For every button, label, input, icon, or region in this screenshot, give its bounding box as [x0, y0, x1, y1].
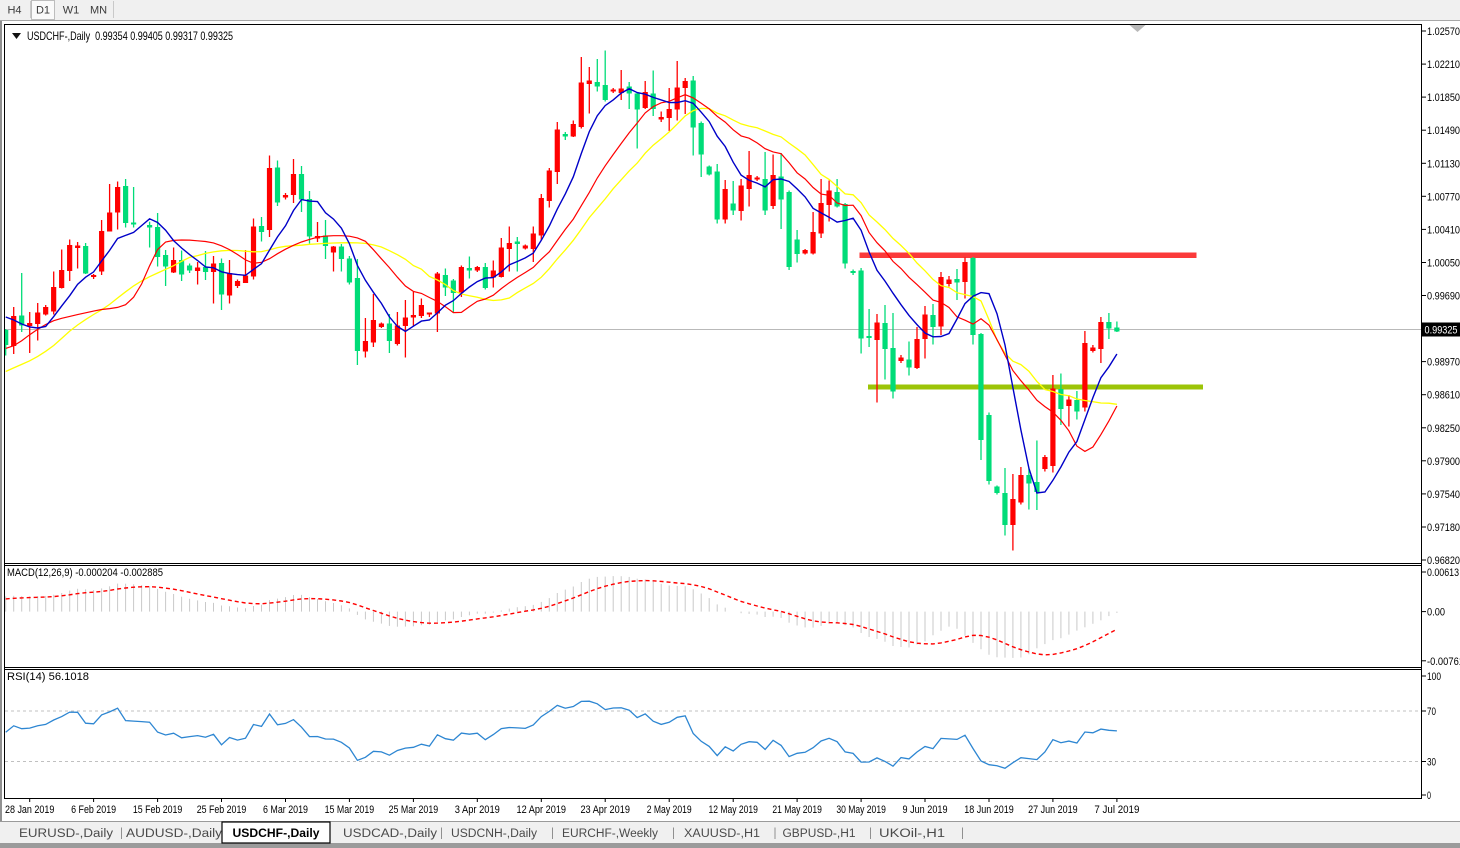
- svg-text:|: |: [869, 828, 872, 840]
- svg-text:1.00050: 1.00050: [1427, 258, 1460, 270]
- svg-text:7 Jul 2019: 7 Jul 2019: [1094, 804, 1139, 816]
- svg-text:30: 30: [1427, 757, 1436, 769]
- svg-text:27 Jun 2019: 27 Jun 2019: [1028, 804, 1078, 816]
- svg-text:2 May 2019: 2 May 2019: [647, 804, 692, 816]
- svg-text:0.97180: 0.97180: [1427, 522, 1460, 534]
- svg-text:USDCHF-,Daily: USDCHF-,Daily: [233, 828, 321, 840]
- svg-text:30 May 2019: 30 May 2019: [836, 804, 886, 816]
- svg-text:EURUSD-,Daily: EURUSD-,Daily: [19, 828, 113, 840]
- svg-text:0.98610: 0.98610: [1427, 390, 1460, 402]
- svg-text:|: |: [774, 828, 777, 840]
- svg-text:6 Feb 2019: 6 Feb 2019: [71, 804, 116, 816]
- svg-text:0.96820: 0.96820: [1427, 555, 1460, 567]
- svg-text:0.98970: 0.98970: [1427, 357, 1460, 369]
- svg-text:23 Apr 2019: 23 Apr 2019: [580, 804, 630, 816]
- svg-text:|: |: [120, 828, 123, 840]
- svg-text:0.99690: 0.99690: [1427, 291, 1460, 303]
- svg-text:W1: W1: [63, 5, 80, 17]
- svg-text:1.01850: 1.01850: [1427, 92, 1460, 104]
- svg-text:1.02210: 1.02210: [1427, 59, 1460, 71]
- svg-text:100: 100: [1427, 671, 1441, 683]
- svg-text:12 May 2019: 12 May 2019: [708, 804, 758, 816]
- svg-text:0.97900: 0.97900: [1427, 456, 1460, 468]
- svg-text:1.00770: 1.00770: [1427, 191, 1460, 203]
- svg-text:EURCHF-,Weekly: EURCHF-,Weekly: [562, 828, 658, 840]
- svg-text:XAUUSD-,H1: XAUUSD-,H1: [684, 828, 760, 840]
- svg-text:9 Jun 2019: 9 Jun 2019: [903, 804, 948, 816]
- svg-text:0.98250: 0.98250: [1427, 423, 1460, 435]
- svg-text:AUDUSD-,Daily: AUDUSD-,Daily: [126, 828, 222, 840]
- svg-text:|: |: [672, 828, 675, 840]
- svg-text:RSI(14) 56.1018: RSI(14) 56.1018: [7, 671, 89, 683]
- svg-text:15 Mar 2019: 15 Mar 2019: [325, 804, 375, 816]
- svg-text:1.01130: 1.01130: [1427, 158, 1460, 170]
- svg-text:|: |: [961, 828, 964, 840]
- svg-text:0.00: 0.00: [1427, 607, 1445, 619]
- svg-text:18 Jun 2019: 18 Jun 2019: [964, 804, 1014, 816]
- svg-text:D1: D1: [36, 5, 50, 17]
- svg-text:USDCAD-,Daily: USDCAD-,Daily: [343, 828, 437, 840]
- svg-text:|: |: [440, 828, 443, 840]
- svg-text:70: 70: [1427, 706, 1436, 718]
- svg-text:15 Feb 2019: 15 Feb 2019: [133, 804, 183, 816]
- svg-text:1.02570: 1.02570: [1427, 26, 1460, 38]
- svg-text:6 Mar 2019: 6 Mar 2019: [263, 804, 308, 816]
- svg-text:1.00410: 1.00410: [1427, 224, 1460, 236]
- svg-text:H4: H4: [7, 5, 21, 17]
- svg-text:GBPUSD-,H1: GBPUSD-,H1: [783, 828, 856, 840]
- svg-text:USDCHF-,Daily 0.99354 0.99405: USDCHF-,Daily 0.99354 0.99405 0.99317 0.…: [27, 29, 233, 43]
- svg-text:21 May 2019: 21 May 2019: [772, 804, 822, 816]
- svg-text:25 Feb 2019: 25 Feb 2019: [197, 804, 247, 816]
- svg-text:25 Mar 2019: 25 Mar 2019: [389, 804, 439, 816]
- svg-text:0.99325: 0.99325: [1425, 325, 1458, 337]
- svg-text:3 Apr 2019: 3 Apr 2019: [455, 804, 500, 816]
- svg-text:12 Apr 2019: 12 Apr 2019: [517, 804, 567, 816]
- svg-text:0: 0: [1427, 790, 1431, 802]
- svg-text:USDCNH-,Daily: USDCNH-,Daily: [451, 828, 537, 840]
- svg-text:MACD(12,26,9) -0.000204 -0.002: MACD(12,26,9) -0.000204 -0.002885: [7, 567, 163, 579]
- svg-text:|: |: [551, 828, 554, 840]
- svg-text:0.00613: 0.00613: [1427, 567, 1459, 579]
- svg-text:UKOil-,H1: UKOil-,H1: [879, 828, 945, 840]
- svg-text:1.01490: 1.01490: [1427, 125, 1460, 137]
- svg-text:0.97540: 0.97540: [1427, 489, 1460, 501]
- svg-text:28 Jan 2019: 28 Jan 2019: [5, 804, 55, 816]
- svg-text:MN: MN: [90, 5, 107, 17]
